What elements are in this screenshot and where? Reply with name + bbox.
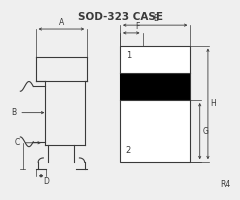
Text: F: F xyxy=(135,22,139,31)
Text: R4: R4 xyxy=(220,180,230,189)
Text: 1: 1 xyxy=(126,51,131,60)
Text: 2: 2 xyxy=(126,146,131,155)
Text: C: C xyxy=(15,138,20,147)
Text: B: B xyxy=(12,108,17,117)
Text: A: A xyxy=(59,18,64,27)
Text: G: G xyxy=(203,127,208,136)
Bar xyxy=(120,73,190,100)
Text: D: D xyxy=(43,177,49,186)
Text: E: E xyxy=(153,14,157,23)
Text: H: H xyxy=(211,99,216,108)
Text: SOD-323 CASE: SOD-323 CASE xyxy=(78,12,162,22)
Bar xyxy=(120,46,190,162)
